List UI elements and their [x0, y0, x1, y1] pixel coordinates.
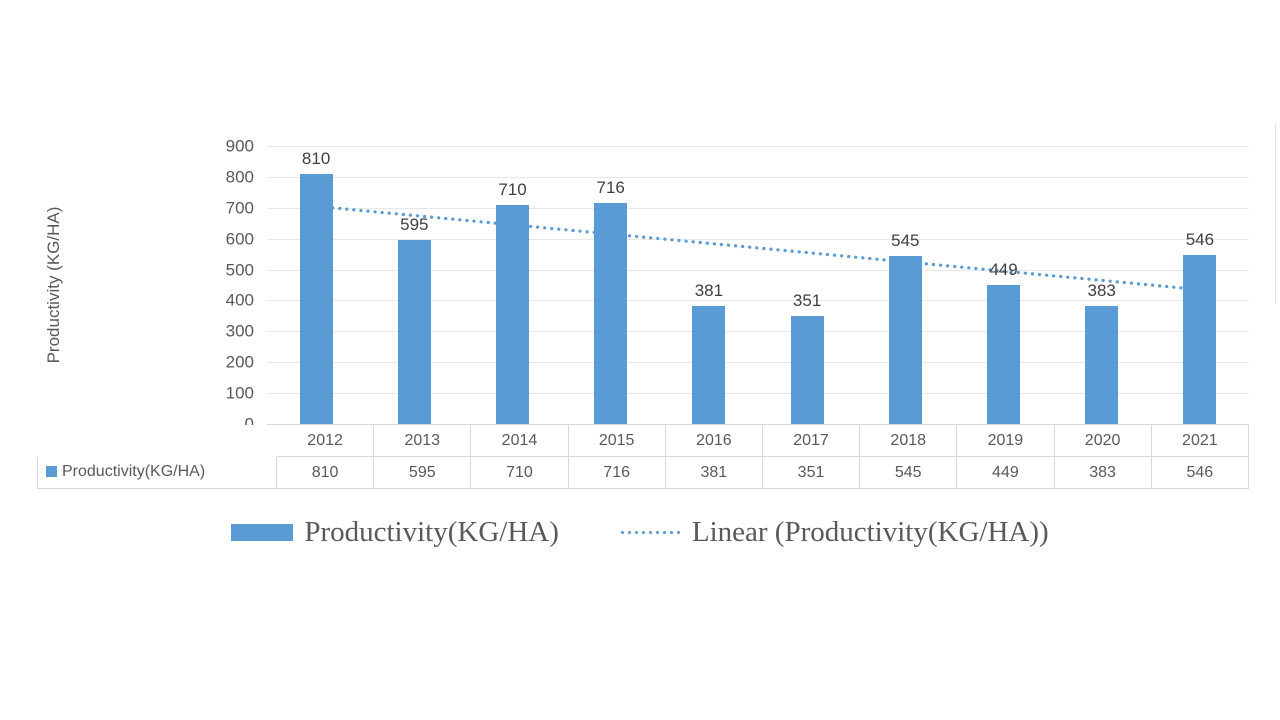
table-row-values: Productivity(KG/HA) 810 595 710 716 381 351 545…	[37, 456, 1250, 489]
bar-label-2019: 449	[989, 260, 1018, 280]
table-category-2021: 2021	[1150, 424, 1250, 457]
bar-label-2012: 810	[301, 148, 331, 168]
table-category-2014: 2014	[470, 424, 569, 457]
table-value-2020: 383	[1053, 456, 1152, 489]
y-axis-tick-500: 500	[225, 260, 254, 280]
y-axis-tick-100: 100	[225, 383, 254, 403]
table-category-2017: 2017	[761, 424, 861, 457]
bar-label-2014: 710	[498, 179, 527, 199]
table-category-2016: 2016	[664, 424, 763, 457]
legend-label-2: Linear (Productivity(KG/HA))	[691, 516, 1049, 548]
bar-label-2018: 545	[891, 230, 920, 250]
bar-2016[interactable]	[692, 306, 725, 424]
bar-label-2017: 351	[792, 290, 822, 310]
table-value-2014: 710	[470, 456, 569, 489]
bar-2020[interactable]	[1085, 306, 1118, 424]
y-axis-title: Productivity (KG/HA)	[44, 206, 63, 364]
table-value-2017: 351	[761, 456, 861, 489]
bars-layer	[267, 146, 1249, 424]
bar-2015[interactable]	[594, 203, 627, 424]
gridline-300	[267, 331, 1249, 332]
gridline-700	[267, 208, 1249, 209]
table-category-2015: 2015	[567, 424, 666, 457]
table-value-2019: 449	[956, 456, 1055, 489]
table-category-2020: 2020	[1053, 424, 1152, 457]
table-row-categories: 2012 2013 2014 2015 2016 2017 2018 2019 2020 2021	[37, 424, 1250, 457]
y-axis-tick-200: 200	[225, 352, 254, 372]
y-axis-tick-900: 900	[225, 136, 254, 156]
data-table: 2012 2013 2014 2015 2016 2017 2018 2019 2020 2021…	[37, 424, 1250, 489]
table-category-2019: 2019	[956, 424, 1055, 457]
table-value-2013: 595	[373, 456, 472, 489]
legend-label-1: Productivity(KG/HA)	[304, 516, 559, 548]
y-axis-tick-700: 700	[225, 198, 254, 218]
gridline-100	[267, 393, 1249, 394]
bar-label-2021: 546	[1185, 230, 1215, 250]
bar-2012[interactable]	[300, 174, 333, 424]
gridline-800	[267, 177, 1249, 178]
bar-label-2013: 595	[400, 215, 429, 235]
legend-dotted-line-icon	[618, 524, 681, 541]
table-row-header-label: Productivity(KG/HA)	[62, 463, 206, 481]
table-value-2018: 545	[859, 456, 958, 489]
table-value-2016: 381	[664, 456, 763, 489]
gridline-200	[267, 362, 1249, 363]
trendline-svg	[330, 206, 1186, 290]
bar-label-2016: 381	[694, 281, 724, 301]
y-axis-tick-300: 300	[225, 321, 254, 341]
gridline-600	[267, 239, 1249, 240]
plot-area: 810 595 710 716 381 351 545 449 383 546	[267, 146, 1249, 425]
table-value-2015: 716	[567, 456, 666, 489]
bar-2021[interactable]	[1183, 255, 1216, 424]
table-category-2012: 2012	[275, 424, 375, 457]
y-axis-tick-600: 600	[225, 229, 254, 249]
trendline-layer	[267, 146, 1249, 424]
table-corner-cell	[37, 424, 277, 457]
gridline-400	[267, 300, 1249, 301]
y-axis-tick-800: 800	[225, 167, 254, 187]
gridline-900	[267, 146, 1249, 147]
chart-legend: Productivity(KG/HA) Linear (Productivity(…	[0, 516, 1280, 549]
bar-2019[interactable]	[987, 285, 1020, 424]
bar-2013[interactable]	[398, 240, 431, 424]
chart-frame-border	[1275, 123, 1276, 303]
linear-trendline	[330, 206, 1186, 290]
bar-label-2015: 716	[596, 177, 625, 197]
legend-item-2[interactable]: Linear (Productivity(KG/HA))	[618, 516, 1049, 549]
gridline-500	[267, 270, 1249, 271]
series-swatch-icon	[46, 465, 57, 477]
bar-2014[interactable]	[496, 205, 529, 424]
bar-2018[interactable]	[889, 256, 922, 424]
y-axis-tick-400: 400	[225, 290, 254, 310]
y-axis-tick-labels: 900 800 700 600 500 400 300 200 100 0	[196, 134, 254, 434]
legend-bar-swatch-icon	[231, 524, 294, 541]
table-row-header: Productivity(KG/HA)	[37, 456, 277, 489]
bar-2017[interactable]	[791, 316, 824, 424]
table-value-2012: 810	[275, 456, 375, 489]
table-category-2018: 2018	[859, 424, 958, 457]
y-axis-tick-0: 0	[196, 416, 254, 433]
legend-item-1[interactable]: Productivity(KG/HA)	[231, 516, 559, 549]
table-category-2013: 2013	[373, 424, 472, 457]
bar-label-2020: 383	[1087, 280, 1116, 300]
bar-data-labels: 810 595 710 716 381 351 545 449 383 546	[267, 146, 1249, 424]
table-value-2021: 546	[1150, 456, 1250, 489]
